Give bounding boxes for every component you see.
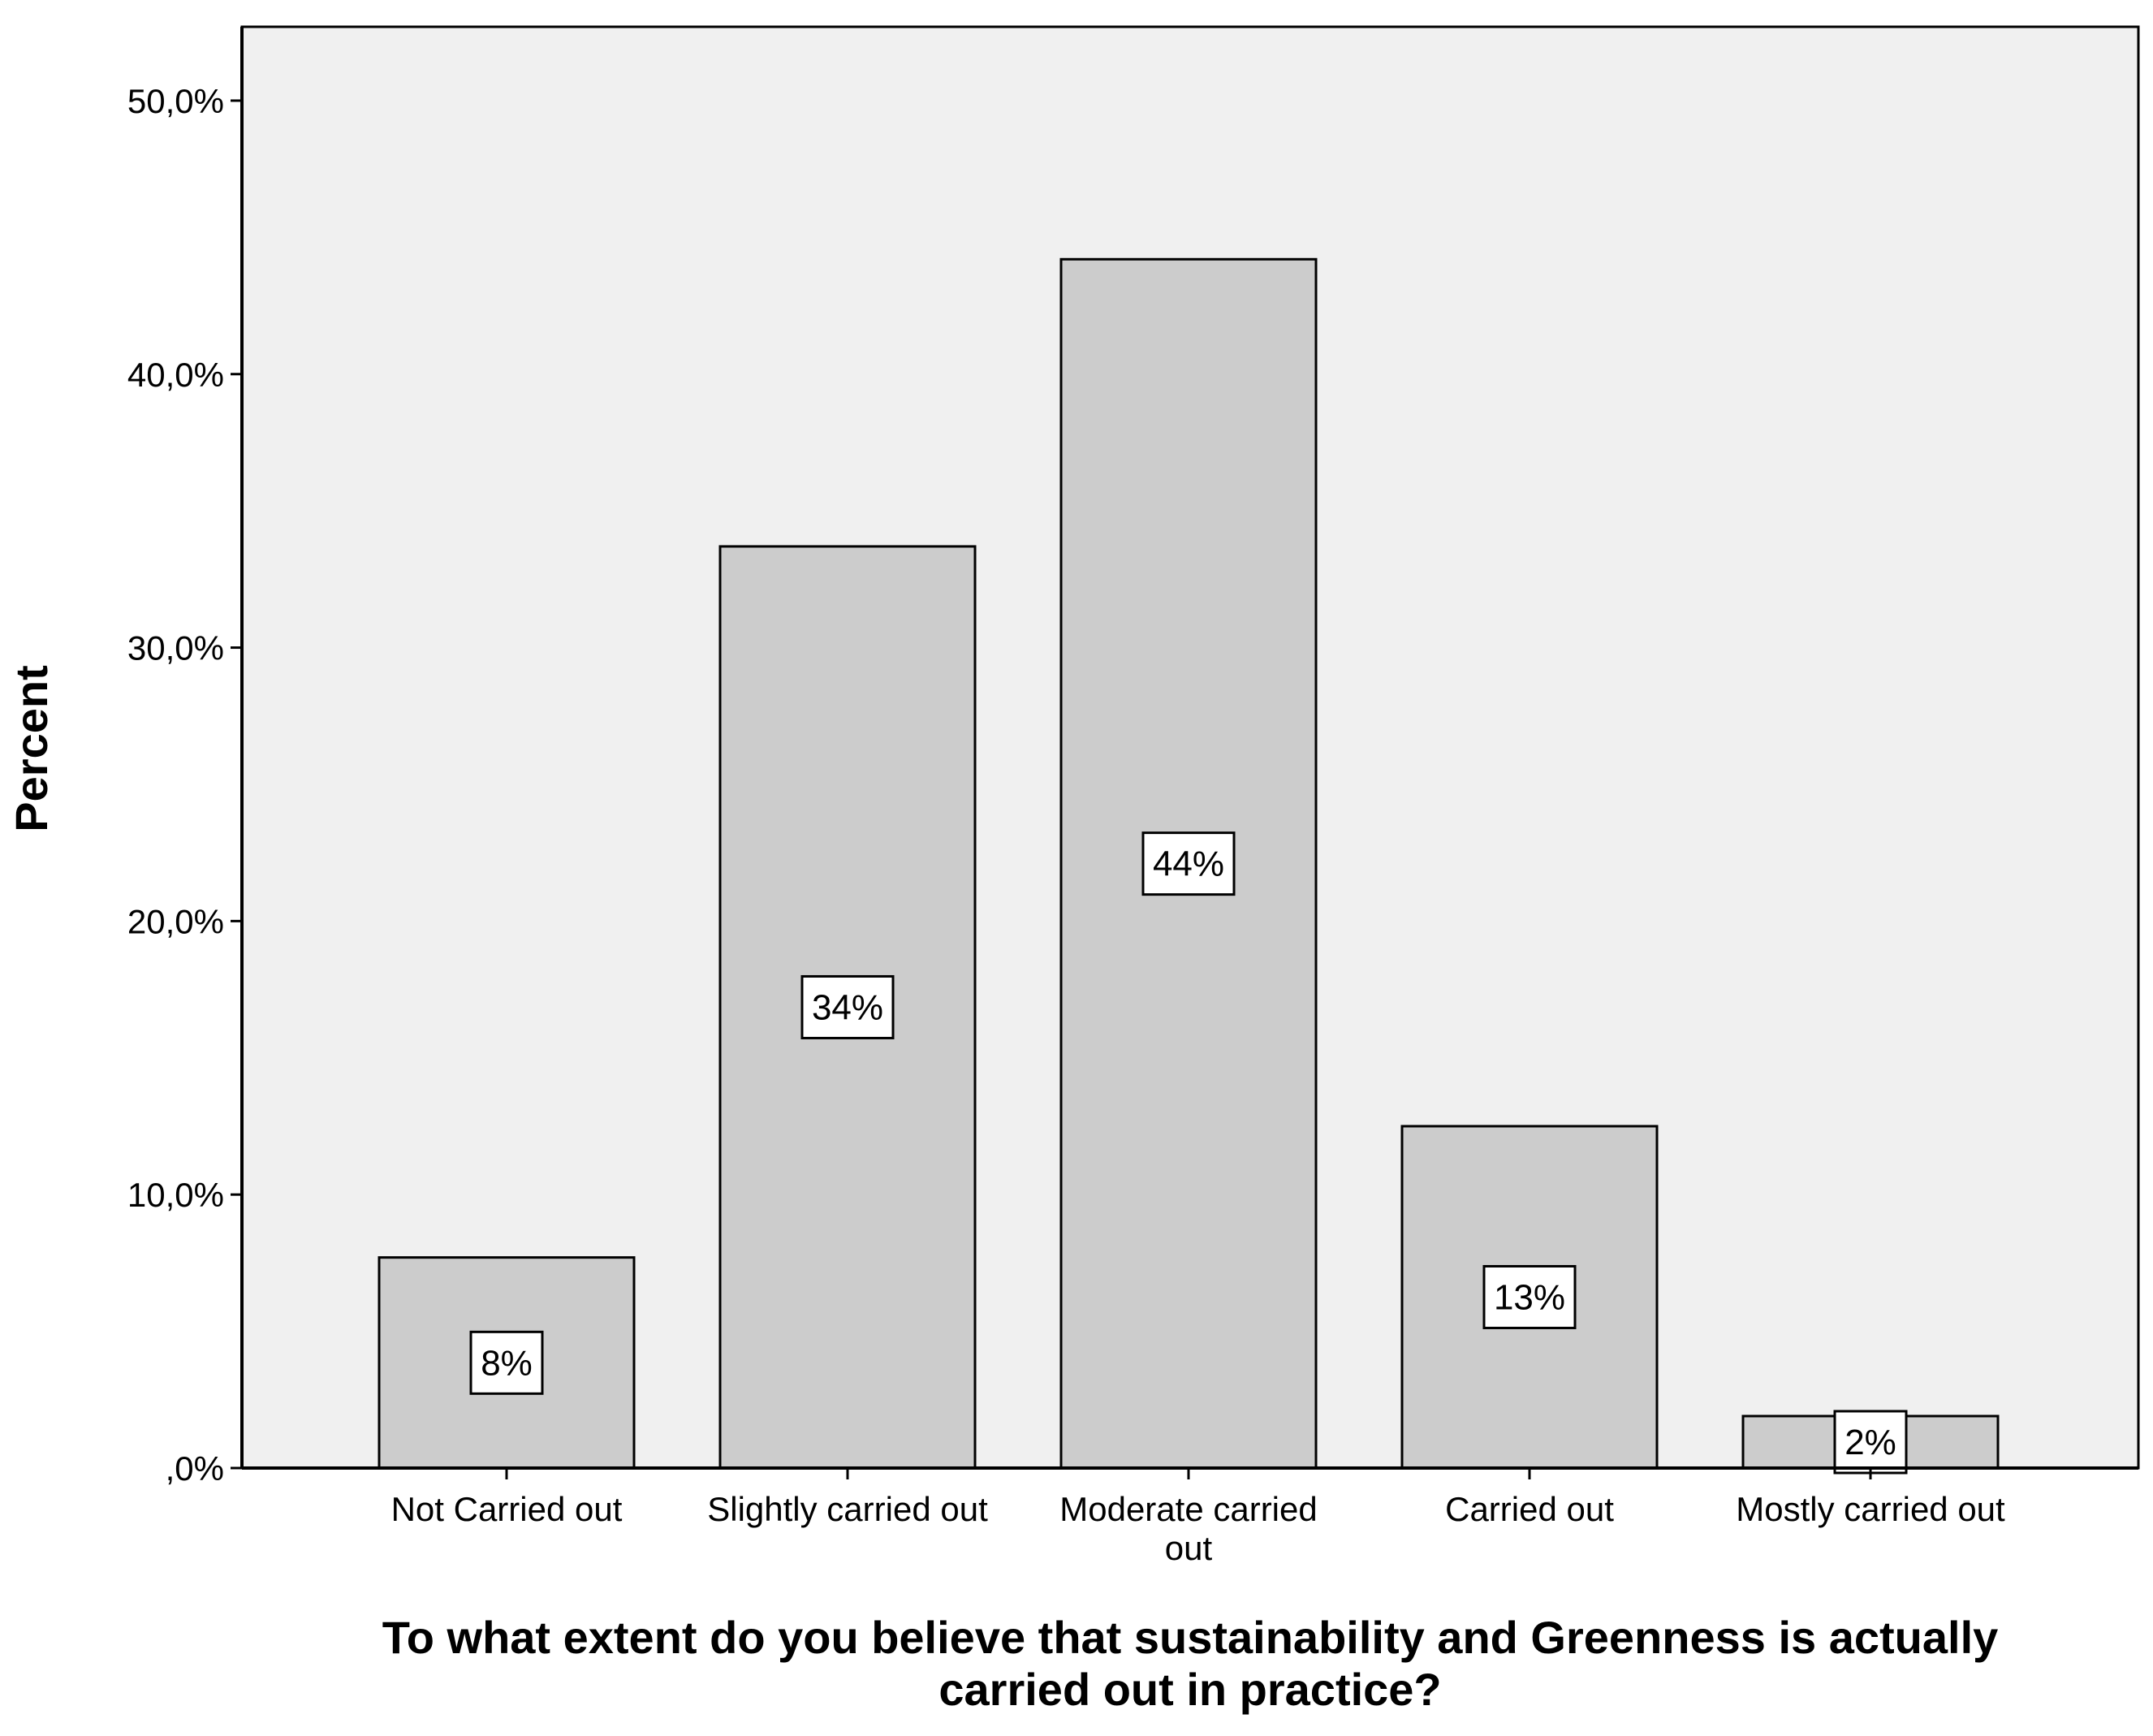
y-tick-label: 40,0% <box>127 356 224 394</box>
y-tick-label: 20,0% <box>127 902 224 940</box>
x-axis-title: To what extent do you believe that susta… <box>382 1612 1999 1715</box>
data-label-box <box>469 1330 544 1395</box>
y-tick-label: 10,0% <box>127 1176 224 1214</box>
data-label-box <box>1482 1264 1577 1329</box>
x-tick-label-line: Not Carried out <box>391 1490 623 1528</box>
data-label: 44% <box>1153 844 1224 884</box>
y-axis-title: Percent <box>6 665 57 831</box>
x-tick-label-line: Slightly carried out <box>707 1490 988 1528</box>
x-axis-title-line: carried out in practice? <box>938 1664 1441 1715</box>
x-tick-label-line: Carried out <box>1445 1490 1614 1528</box>
data-label-box <box>1141 831 1236 896</box>
data-label: 8% <box>481 1343 533 1383</box>
data-label: 2% <box>1845 1423 1896 1462</box>
y-tick-label: 50,0% <box>127 82 224 120</box>
x-axis: Not Carried out Slightly carried out Moder… <box>242 1466 2138 1567</box>
data-label: 13% <box>1494 1277 1565 1317</box>
x-tick-label: Carried out <box>1445 1490 1614 1528</box>
y-axis: ,0% 10,0% 20,0% 30,0% 40,0% 50,0% <box>127 27 244 1488</box>
data-label: 34% <box>812 987 883 1027</box>
y-tick-label: 30,0% <box>127 629 224 667</box>
x-tick-label: Mostly carried out <box>1736 1490 2005 1528</box>
x-axis-title-line: To what extent do you believe that susta… <box>382 1612 1999 1663</box>
data-labels-layer: 8% 34% 44% 13% 2% <box>469 831 1908 1475</box>
y-tick-label: ,0% <box>166 1449 224 1488</box>
data-label-box <box>800 974 895 1039</box>
x-tick-label-line: out <box>1165 1529 1213 1567</box>
x-tick-label-line: Mostly carried out <box>1736 1490 2005 1528</box>
x-tick-label: Not Carried out <box>391 1490 623 1528</box>
x-tick-label-line: Moderate carried <box>1059 1490 1317 1528</box>
x-tick-label: Moderate carried out <box>1059 1490 1317 1567</box>
x-tick-label: Slightly carried out <box>707 1490 988 1528</box>
